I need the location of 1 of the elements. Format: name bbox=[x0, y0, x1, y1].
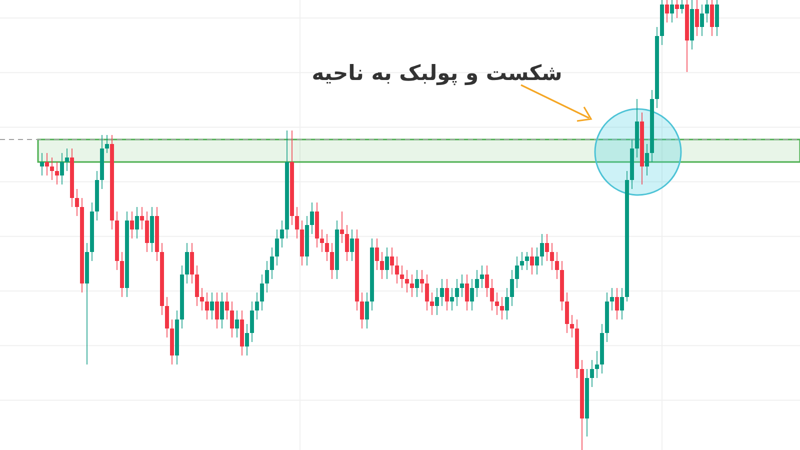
annotation: شکست و پولبک به ناحیه bbox=[312, 61, 562, 85]
